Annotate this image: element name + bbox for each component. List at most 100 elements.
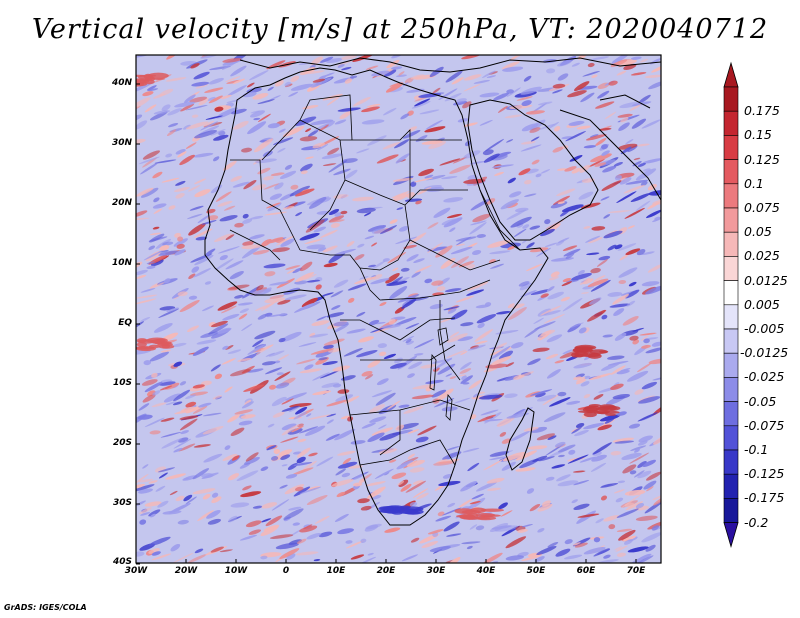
field-streak [314, 123, 328, 132]
field-streak [304, 273, 317, 280]
field-streak [185, 394, 197, 400]
field-streak [311, 56, 323, 66]
field-streak [601, 314, 608, 320]
field-streak [318, 531, 333, 538]
field-streak [490, 263, 505, 269]
field-streak [173, 361, 183, 367]
colorbar-swatch [723, 401, 739, 427]
field-streak [520, 144, 542, 152]
field-streak [269, 95, 281, 101]
field-streak [263, 263, 286, 269]
field-streak [250, 215, 264, 220]
field-streak [408, 126, 418, 132]
field-streak [232, 181, 250, 188]
field-streak [648, 358, 661, 365]
field-streak [500, 510, 513, 517]
field-patch [454, 508, 475, 514]
field-streak [292, 467, 314, 476]
field-streak [424, 174, 434, 179]
field-streak [277, 299, 291, 305]
field-streak [230, 502, 250, 508]
field-streak [179, 418, 198, 431]
field-streak [297, 438, 307, 443]
field-streak [360, 505, 372, 511]
field-streak [431, 358, 453, 364]
field-streak [441, 406, 458, 412]
field-streak [299, 232, 320, 241]
lon-label: 10W [224, 566, 248, 576]
field-streak [257, 99, 275, 105]
field-streak [573, 479, 590, 486]
field-streak [192, 346, 209, 356]
field-streak [144, 417, 165, 428]
field-streak [321, 382, 340, 388]
field-streak [593, 394, 604, 400]
field-streak [333, 321, 349, 327]
field-streak [512, 303, 525, 309]
field-streak [583, 547, 606, 555]
field-streak [201, 220, 217, 225]
field-streak [637, 553, 652, 561]
field-streak [519, 282, 532, 291]
field-streak [177, 236, 184, 242]
colorbar-swatch [723, 110, 739, 136]
field-streak [556, 239, 565, 246]
field-streak [594, 162, 607, 167]
field-streak [337, 528, 354, 535]
field-streak [143, 360, 152, 366]
field-streak [384, 527, 401, 533]
field-streak [492, 342, 508, 351]
field-streak [142, 91, 154, 97]
field-streak [168, 122, 179, 128]
field-streak [165, 153, 173, 158]
field-streak [540, 305, 562, 316]
field-streak [587, 278, 609, 288]
field-streak [403, 406, 424, 414]
field-streak [240, 414, 256, 419]
field-streak [386, 280, 408, 287]
field-streak [316, 144, 329, 151]
field-streak [549, 397, 571, 407]
field-streak [189, 96, 208, 103]
field-streak [138, 403, 150, 411]
field-streak [587, 62, 595, 68]
field-streak [535, 173, 542, 178]
field-streak [424, 278, 433, 284]
field-streak [295, 551, 319, 556]
field-patch [480, 508, 504, 512]
field-streak [290, 75, 300, 83]
field-streak [462, 447, 480, 453]
colorbar-swatch [723, 86, 739, 112]
field-streak [391, 66, 403, 70]
field-streak [344, 169, 358, 179]
field-streak [643, 168, 651, 172]
field-streak [312, 390, 332, 396]
field-streak [152, 226, 160, 230]
field-streak [537, 330, 552, 341]
field-streak [487, 487, 501, 491]
lon-label: 50E [526, 566, 546, 576]
field-streak [207, 215, 219, 221]
field-streak [483, 552, 503, 563]
field-streak [427, 529, 444, 535]
field-streak [413, 338, 435, 349]
field-streak [647, 520, 661, 530]
field-streak [322, 245, 338, 253]
field-streak [333, 168, 351, 176]
field-streak [567, 454, 589, 464]
field-streak [446, 533, 462, 537]
field-streak [534, 392, 546, 398]
field-streak [140, 512, 151, 516]
field-streak [219, 215, 238, 222]
field-streak [578, 327, 587, 334]
field-streak [633, 470, 645, 478]
colorbar-label: 0.0125 [744, 273, 788, 288]
field-streak [612, 294, 629, 305]
field-streak [624, 502, 635, 508]
field-streak [278, 449, 293, 456]
field-streak [283, 508, 304, 520]
field-streak [386, 59, 400, 69]
colorbar-label: 0.05 [744, 224, 772, 239]
lat-label: 20S [112, 438, 132, 448]
field-streak [414, 96, 428, 102]
